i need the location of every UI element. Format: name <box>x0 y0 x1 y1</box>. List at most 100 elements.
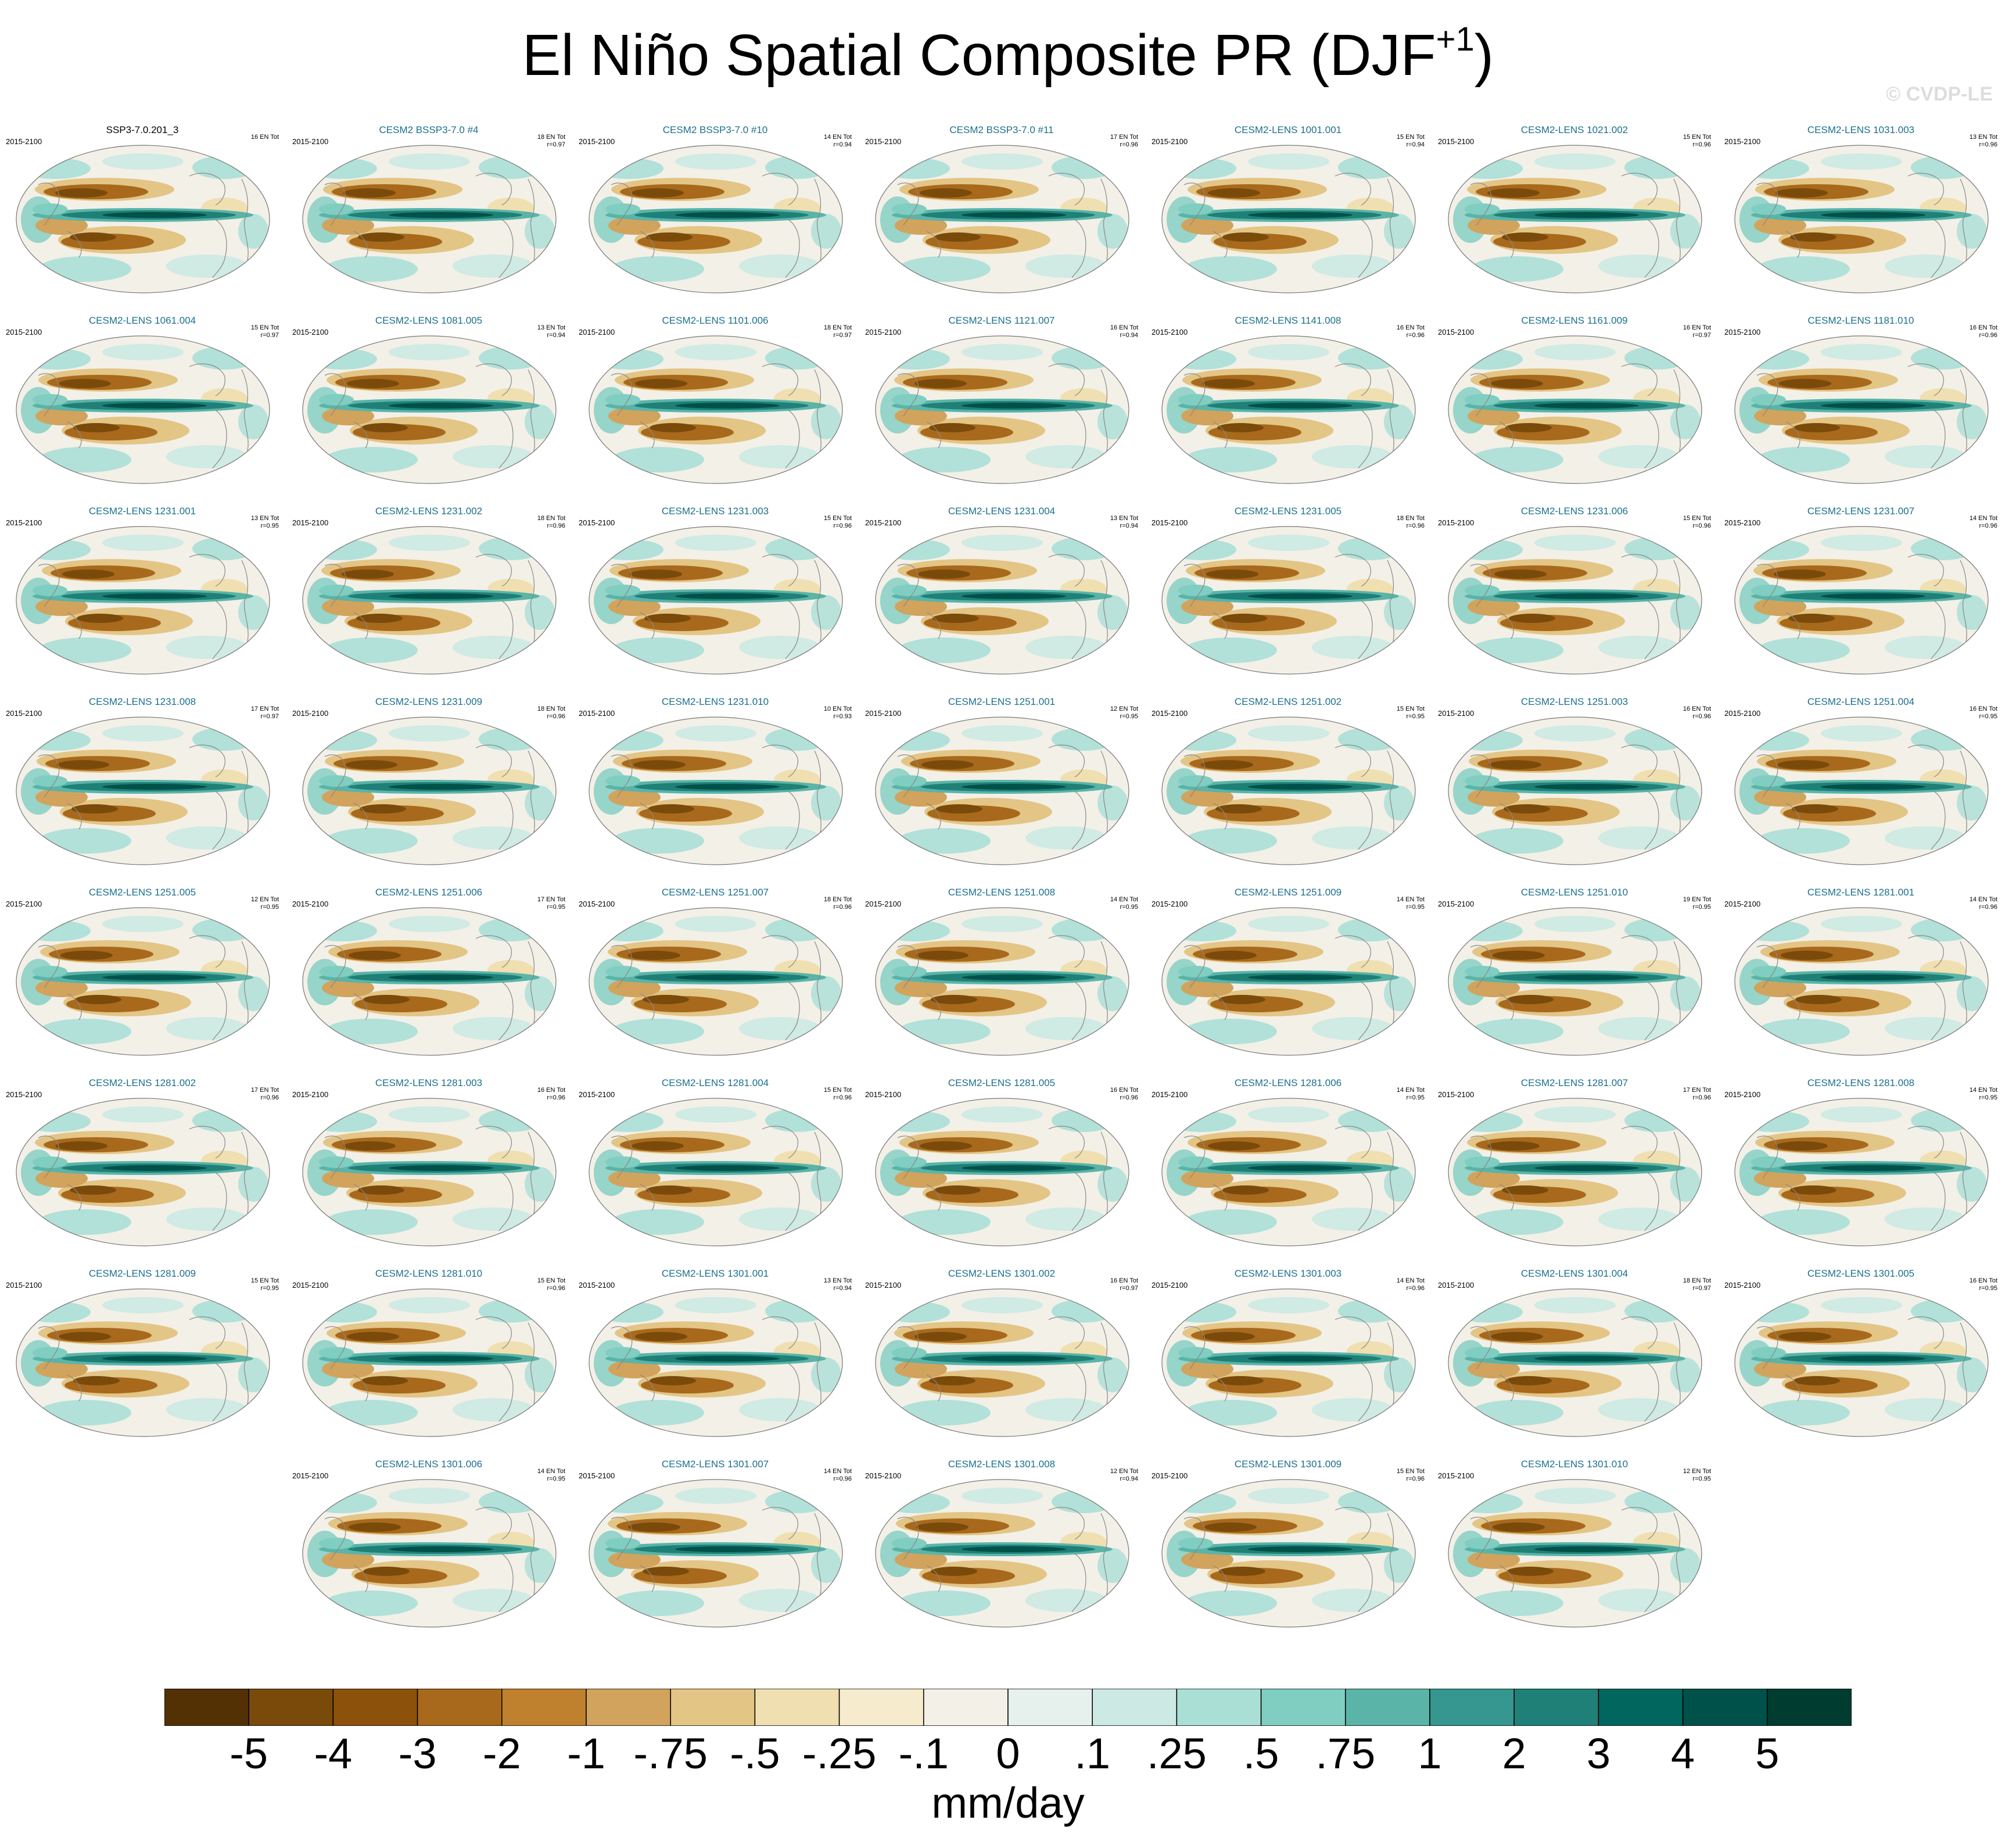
panel-period: 2015-2100 <box>865 709 902 718</box>
panel-label: CESM2-LENS 1281.003 <box>375 1077 483 1088</box>
panel-pattern-correlation: r=0.95 <box>260 903 279 911</box>
panel-event-count: 15 EN Tot <box>1683 515 1711 522</box>
panel-label: CESM2-LENS 1301.001 <box>661 1268 769 1279</box>
map-plot <box>16 1288 270 1437</box>
map-panel: CESM2-LENS 1231.008 2015-2100 17 EN Tot r=0… <box>6 696 279 876</box>
panel-stats: 15 EN Tot r=0.96 <box>824 515 852 529</box>
panel-period: 2015-2100 <box>579 1090 615 1099</box>
panel-period: 2015-2100 <box>579 137 615 146</box>
panel-pattern-correlation: r=0.95 <box>1979 1284 1998 1292</box>
panel-event-count: 15 EN Tot <box>250 1277 279 1284</box>
map-panel: CESM2-LENS 1231.004 2015-2100 13 EN Tot r=0… <box>865 506 1138 686</box>
map-panel: CESM2-LENS 1281.004 2015-2100 15 EN Tot r=0… <box>579 1077 852 1258</box>
panel-label: CESM2-LENS 1301.005 <box>1807 1268 1915 1279</box>
map-panel: CESM2-LENS 1281.010 2015-2100 15 EN Tot r=0… <box>292 1268 565 1448</box>
map-panel: CESM2-LENS 1301.002 2015-2100 16 EN Tot r=0… <box>865 1268 1138 1448</box>
panel-label: CESM2-LENS 1161.009 <box>1521 315 1628 326</box>
panel-label: CESM2-LENS 1251.002 <box>1234 696 1342 707</box>
chart-title: El Niño Spatial Composite PR (DJF+1) <box>522 20 1494 88</box>
panel-event-count: 18 EN Tot <box>537 515 565 522</box>
map-plot <box>1448 1288 1702 1437</box>
map-panel: CESM2-LENS 1141.008 2015-2100 16 EN Tot r=0… <box>1152 315 1425 495</box>
panel-period: 2015-2100 <box>1438 1281 1475 1289</box>
map-plot <box>16 526 270 675</box>
panel-period: 2015-2100 <box>6 328 42 336</box>
panel-pattern-correlation: r=0.96 <box>547 1284 566 1292</box>
panel-event-count: 15 EN Tot <box>823 515 852 522</box>
map-plot <box>589 145 843 293</box>
panel-pattern-correlation: r=0.96 <box>1979 141 1998 148</box>
map-plot <box>1161 1098 1416 1246</box>
colorbar-tick-label: .75 <box>1315 1729 1376 1778</box>
map-plot <box>302 1098 557 1246</box>
map-plot <box>1161 716 1416 865</box>
panel-event-count: 14 EN Tot <box>1110 896 1138 903</box>
panel-pattern-correlation: r=0.96 <box>1692 141 1712 148</box>
map-plot <box>302 526 557 675</box>
panel-label: CESM2-LENS 1251.001 <box>948 696 1056 707</box>
map-panel: CESM2-LENS 1231.010 2015-2100 10 EN Tot r=0… <box>579 696 852 876</box>
panel-event-count: 16 EN Tot <box>1110 1277 1138 1284</box>
panel-period: 2015-2100 <box>865 1090 902 1099</box>
panel-event-count: 10 EN Tot <box>823 705 852 712</box>
panel-label: CESM2-LENS 1301.006 <box>375 1459 483 1470</box>
map-plot <box>589 1479 843 1628</box>
panel-stats: 12 EN Tot r=0.95 <box>1683 1468 1711 1482</box>
panel-pattern-correlation: r=0.96 <box>833 522 852 529</box>
map-panel: CESM2-LENS 1231.003 2015-2100 15 EN Tot r=0… <box>579 506 852 686</box>
panel-pattern-correlation: r=0.95 <box>260 1284 279 1292</box>
panel-stats: 15 EN Tot r=0.95 <box>1397 705 1425 720</box>
panel-stats: 18 EN Tot r=0.96 <box>1397 515 1425 529</box>
map-plot <box>1448 1479 1702 1628</box>
map-panel: CESM2-LENS 1231.002 2015-2100 18 EN Tot r=0… <box>292 506 565 686</box>
panel-stats: 14 EN Tot r=0.95 <box>1110 896 1138 911</box>
panel-label: CESM2-LENS 1281.006 <box>1234 1077 1342 1088</box>
map-panel: CESM2-LENS 1251.001 2015-2100 12 EN Tot r=0… <box>865 696 1138 876</box>
colorbar-box <box>417 1689 503 1726</box>
panel-label: CESM2-LENS 1301.010 <box>1520 1459 1628 1470</box>
colorbar-tick-label: 4 <box>1671 1729 1695 1778</box>
panel-stats: 12 EN Tot r=0.95 <box>251 896 279 911</box>
map-plot <box>1448 145 1702 293</box>
panel-pattern-correlation: r=0.96 <box>1979 331 1998 339</box>
panel-label: CESM2 BSSP3-7.0 #10 <box>662 124 768 135</box>
panel-stats: 16 EN Tot r=0.96 <box>537 1087 565 1101</box>
panel-stats: 16 EN Tot r=0.97 <box>1683 324 1711 339</box>
map-plot <box>1448 526 1702 675</box>
panel-event-count: 14 EN Tot <box>1969 515 1997 522</box>
panel-pattern-correlation: r=0.97 <box>833 331 852 339</box>
colorbar-box <box>1598 1689 1684 1726</box>
panel-period: 2015-2100 <box>1724 137 1761 146</box>
panel-period: 2015-2100 <box>865 1471 902 1480</box>
panel-label: CESM2 BSSP3-7.0 #4 <box>379 124 479 135</box>
panel-label: CESM2-LENS 1231.005 <box>1234 506 1342 517</box>
panel-stats: 16 EN Tot r=0.97 <box>1110 1277 1138 1292</box>
panel-label: CESM2-LENS 1021.002 <box>1520 124 1628 135</box>
map-panel: CESM2 BSSP3-7.0 #4 2015-2100 18 EN Tot r=0.… <box>292 124 565 304</box>
map-plot <box>1161 1479 1416 1628</box>
panel-pattern-correlation: r=0.96 <box>260 1094 279 1101</box>
panel-period: 2015-2100 <box>1438 1090 1475 1099</box>
panel-stats: 13 EN Tot r=0.94 <box>1110 515 1138 529</box>
panel-pattern-correlation: r=0.96 <box>1406 522 1425 529</box>
panel-label: CESM2-LENS 1281.007 <box>1520 1077 1628 1088</box>
colorbar-box <box>1513 1689 1599 1726</box>
colorbar-box <box>586 1689 671 1726</box>
panel-stats: 16 EN Tot r=0.94 <box>1110 324 1138 339</box>
panel-period: 2015-2100 <box>1152 1281 1188 1289</box>
panel-period: 2015-2100 <box>1438 900 1475 908</box>
panel-event-count: 16 EN Tot <box>1396 324 1425 331</box>
panel-event-count: 17 EN Tot <box>1110 134 1138 141</box>
colorbar-tick-label: .5 <box>1243 1729 1279 1778</box>
colorbar-box <box>923 1689 1009 1726</box>
panel-period: 2015-2100 <box>292 1281 329 1289</box>
panel-label: CESM2-LENS 1231.002 <box>375 506 483 517</box>
panel-pattern-correlation: r=0.96 <box>1120 141 1139 148</box>
panel-stats: 16 EN Tot r=0.96 <box>1397 324 1425 339</box>
map-plot <box>1734 335 1989 484</box>
map-plot <box>16 1098 270 1246</box>
colorbar-tick-label: 1 <box>1418 1729 1442 1778</box>
panel-event-count: 16 EN Tot <box>1683 324 1711 331</box>
colorbar <box>164 1689 1852 1726</box>
map-plot <box>875 335 1129 484</box>
